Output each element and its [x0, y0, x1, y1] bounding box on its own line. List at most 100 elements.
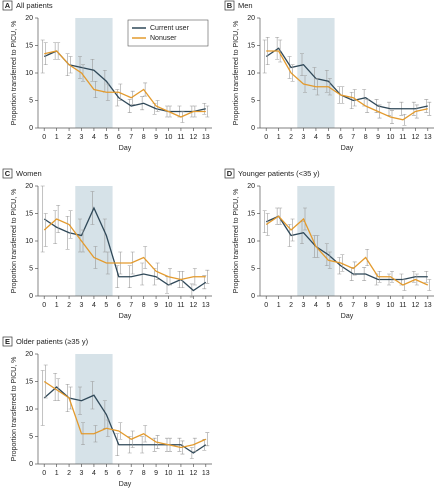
error-bar — [56, 42, 61, 60]
y-tick-label: 10 — [247, 238, 255, 245]
error-bar — [115, 433, 120, 457]
y-tick-label: 10 — [247, 70, 255, 77]
panel-label-box — [2, 168, 13, 179]
x-tick-label: 1 — [55, 134, 59, 141]
y-tick-label: 5 — [29, 97, 33, 104]
x-tick-label: 10 — [165, 134, 173, 141]
error-bar — [189, 283, 194, 298]
x-tick-label: 8 — [142, 470, 146, 477]
x-tick-label: 3 — [80, 470, 84, 477]
x-tick-label: 2 — [67, 470, 71, 477]
highlight-region — [297, 186, 335, 296]
y-tick-label: 0 — [251, 125, 255, 132]
x-tick-label: 11 — [399, 302, 406, 309]
x-tick-label: 5 — [104, 134, 108, 141]
x-tick-label: 3 — [302, 302, 306, 309]
x-tick-label: 1 — [55, 470, 59, 477]
y-tick-label: 5 — [29, 265, 33, 272]
y-tick-label: 15 — [25, 378, 33, 385]
error-bar — [118, 422, 123, 440]
x-tick-label: 13 — [424, 302, 432, 309]
panel-title: Women — [16, 169, 42, 178]
error-bar — [143, 425, 148, 443]
y-tick-label: 15 — [247, 42, 255, 49]
y-tick-label: 10 — [25, 406, 33, 413]
x-tick-label: 0 — [42, 302, 46, 309]
error-bar — [365, 248, 370, 267]
series-line — [266, 50, 428, 121]
error-bar — [402, 113, 407, 126]
x-tick-label: 12 — [189, 134, 197, 141]
series-line — [43, 50, 206, 113]
error-bar — [327, 78, 332, 96]
error-bar — [40, 185, 45, 253]
y-tick-label: 15 — [25, 210, 33, 217]
x-tick-label: 9 — [154, 470, 158, 477]
error-bar — [390, 270, 394, 283]
legend-label: Current user — [150, 25, 190, 32]
error-bar — [352, 261, 357, 276]
x-tick-label: 5 — [104, 470, 108, 477]
error-bar — [337, 257, 342, 275]
error-bar — [65, 53, 70, 77]
x-tick-label: 11 — [177, 470, 184, 477]
panel-label: A — [5, 1, 11, 10]
x-tick-label: 7 — [129, 302, 133, 309]
x-tick-label: 8 — [364, 302, 368, 309]
error-bar — [275, 36, 280, 60]
error-bar — [68, 56, 73, 74]
y-tick-label: 5 — [29, 433, 33, 440]
x-tick-label: 11 — [177, 302, 184, 309]
legend-box — [127, 19, 209, 47]
error-bar — [202, 275, 207, 290]
error-bar — [205, 432, 210, 447]
x-tick-label: 7 — [129, 470, 133, 477]
series-line — [43, 218, 206, 281]
error-bar — [205, 105, 210, 118]
panel-label-box — [2, 336, 13, 347]
x-tick-label: 10 — [165, 302, 173, 309]
error-bar — [324, 243, 329, 267]
series-line — [265, 215, 428, 281]
panel-label-box — [224, 168, 235, 179]
series-line — [43, 386, 207, 454]
panel-title: Men — [238, 1, 253, 10]
x-tick-label: 3 — [80, 302, 84, 309]
panel-title: Older patients (≥35 y) — [16, 337, 89, 346]
x-axis-label: Day — [119, 313, 132, 320]
error-bar — [65, 383, 70, 413]
x-tick-label: 6 — [117, 134, 121, 141]
x-tick-label: 7 — [351, 134, 355, 141]
x-tick-label: 6 — [117, 302, 121, 309]
y-tick-label: 10 — [25, 70, 33, 77]
error-bar — [290, 218, 295, 242]
x-tick-label: 12 — [411, 302, 419, 309]
x-tick-label: 2 — [289, 134, 293, 141]
panel-title: All patients — [16, 1, 53, 10]
x-tick-label: 10 — [387, 302, 395, 309]
y-tick-label: 15 — [247, 210, 255, 217]
legend-label: Nonuser — [150, 35, 177, 42]
error-bar — [262, 210, 267, 234]
x-tick-label: 13 — [202, 302, 210, 309]
error-bar — [290, 64, 295, 82]
y-tick-label: 0 — [29, 125, 33, 132]
x-tick-label: 11 — [177, 134, 184, 141]
error-bar — [90, 191, 95, 225]
error-bar — [427, 101, 432, 116]
panel-label: E — [5, 337, 10, 346]
series-line — [265, 47, 428, 110]
x-tick-label: 1 — [277, 302, 281, 309]
x-tick-label: 8 — [142, 302, 146, 309]
panel-label: C — [5, 169, 11, 178]
series-line — [44, 50, 206, 118]
highlight-region — [297, 18, 335, 128]
x-tick-label: 2 — [67, 302, 71, 309]
error-bar — [130, 90, 135, 105]
error-bar — [287, 56, 292, 79]
y-tick-label: 20 — [25, 15, 33, 22]
error-bar — [68, 386, 73, 410]
